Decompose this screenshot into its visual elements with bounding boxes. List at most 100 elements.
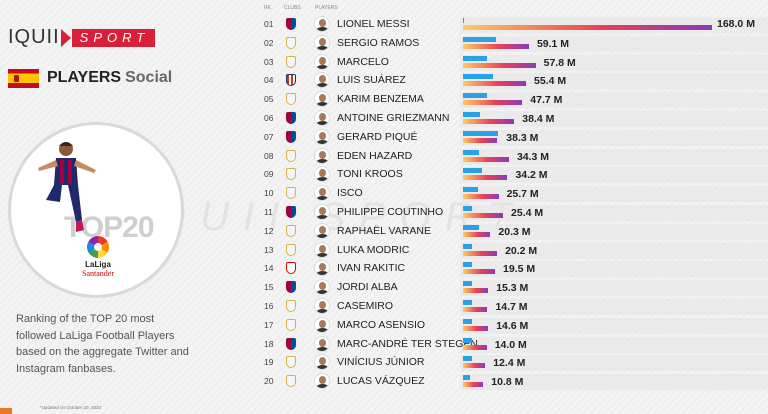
player-name: RAPHAËL VARANE [337,224,431,237]
total-value: 47.7 M [530,94,563,107]
avatar [314,147,330,164]
player-name: LUIS SUÁREZ [337,74,406,87]
row-band [460,148,768,165]
rank: 20 [264,376,274,387]
row-band [460,167,768,184]
total-value: 15.3 M [496,282,529,295]
rank: 05 [264,94,274,105]
rank: 16 [264,301,274,311]
avatar [314,128,330,145]
twitter-bar [463,375,471,381]
total-value: 34.2 M [515,169,548,182]
rank: 13 [264,244,274,255]
instagram-bar [463,288,489,294]
total-value: 19.5 M [503,263,536,276]
top20-badge: TOP20 LaLiga Santander [8,122,184,298]
twitter-bar [463,149,480,155]
real-madrid-crest-icon [286,55,296,68]
rank: 15 [264,282,274,293]
avatar [314,166,330,183]
avatar [314,110,330,126]
barcelona-crest-icon [286,112,296,124]
barcelona-crest-icon [286,337,296,350]
instagram-bar [463,325,489,331]
instagram-bar [463,250,498,256]
instagram-bar [463,175,508,181]
real-madrid-crest-icon [286,224,296,237]
player-name: SERGIO RAMOS [337,36,420,49]
total-value: 10.8 M [491,376,524,389]
rank: 19 [264,357,274,368]
player-name: CASEMIRO [337,300,394,312]
total-value: 20.2 M [505,244,538,257]
player-name: LIONEL MESSI [337,18,410,30]
table-row: 07 GERARD PIQUÉ 38.3 M [258,128,768,147]
table-row: 04 LUIS SUÁREZ 55.4 M [258,72,768,90]
avatar [314,91,330,108]
row-band [460,129,768,146]
twitter-bar [463,337,472,343]
rank: 18 [264,338,274,349]
instagram-bar [463,62,536,68]
logo-sport: SPORT [71,28,156,47]
league-name: LaLiga [85,260,111,269]
player-name: MARCO ASENSIO [337,318,426,331]
avatar [314,241,330,258]
rank: 09 [264,169,274,180]
table-row: 13 LUKA MODRIC 20.2 M [258,241,768,260]
instagram-bar [463,137,497,143]
rank: 03 [264,56,274,67]
avatar [314,279,330,296]
total-value: 20.3 M [498,225,531,238]
real-madrid-crest-icon [286,375,296,388]
table-row: 03 MARCELO 57.8 M [258,53,768,72]
row-band [460,336,768,353]
logo-text: IQUII [8,26,60,48]
instagram-bar [463,156,509,162]
avatar [314,204,330,220]
total-value: 168.0 M [717,18,755,30]
twitter-bar [463,112,481,117]
avatar [314,185,330,202]
instagram-bar [463,307,488,312]
player-name: PHILIPPE COUTINHO [337,206,444,218]
rank: 06 [264,113,274,123]
table-row: 14 IVAN RAKITIC 19.5 M [258,260,768,278]
twitter-bar [463,93,487,99]
total-value: 25.4 M [511,207,544,219]
player-name: ISCO [337,187,363,200]
barcelona-crest-icon [286,130,296,143]
table-row: 17 MARCO ASENSIO 14.6 M [258,316,768,335]
total-value: 34.3 M [516,150,550,163]
chevron-icon [60,28,71,47]
table-row: 05 KARIM BENZEMA 47.7 M [258,91,768,109]
real-madrid-crest-icon [286,300,296,312]
row-band [460,111,768,127]
laliga-logo: LaLiga Santander [77,236,119,278]
instagram-bar [463,213,504,218]
rank: 01 [264,19,274,29]
avatar [314,222,330,239]
instagram-bar [463,119,515,124]
player-name: VINÍCIUS JÚNIOR [337,356,425,369]
footnote: *Updated on October 20, 2020 [40,405,102,410]
row-band [460,54,768,71]
table-row: 06 ANTOINE GRIEZMANN 38.4 M [258,110,768,128]
page-title: PLAYERS Social [47,69,172,87]
twitter-bar [463,206,472,211]
player-name: TONI KROOS [337,168,403,181]
avatar [314,298,330,314]
row-band [460,242,768,259]
total-value: 14.6 M [496,319,529,332]
total-value: 38.4 M [522,113,555,125]
player-illustration-icon [38,142,96,232]
total-value: 25.7 M [506,188,539,201]
twitter-bar [463,318,472,324]
avatar [314,53,330,70]
rank: 11 [264,207,273,217]
barcelona-crest-icon [286,281,296,294]
total-value: 14.0 M [494,338,527,351]
instagram-bar [463,25,712,30]
total-value: 38.3 M [506,131,539,144]
rank: 17 [264,319,274,330]
